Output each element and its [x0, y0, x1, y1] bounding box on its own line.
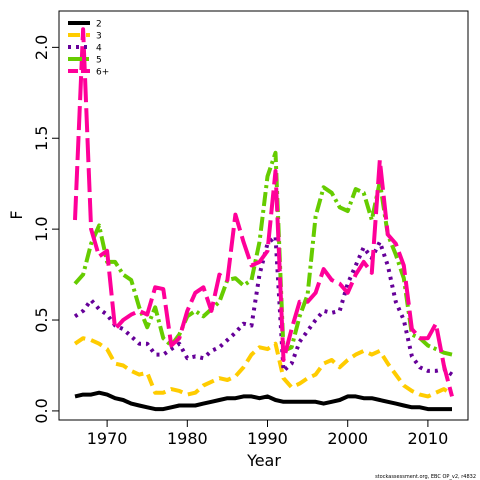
- x-tick-label: 1970: [87, 429, 128, 448]
- x-tick-label: 1980: [167, 429, 208, 448]
- x-tick-label: 2010: [408, 429, 449, 448]
- y-axis-title: F: [7, 210, 26, 219]
- y-tick-label: 1.0: [32, 216, 51, 241]
- legend: 2 3 4 5 6+: [68, 20, 109, 78]
- legend-label: 4: [96, 44, 102, 54]
- x-tick-label: 1990: [247, 429, 288, 448]
- plot-frame: [58, 10, 469, 421]
- legend-label: 6+: [96, 68, 109, 78]
- y-tick-label: 0.5: [32, 307, 51, 332]
- legend-label: 5: [96, 56, 102, 66]
- series-line-5: [73, 150, 453, 357]
- footer-credit: stockassessment.org, EBC OP_v2, r4832: [375, 474, 476, 480]
- lines-layer: [73, 27, 454, 412]
- legend-label: 3: [96, 32, 102, 42]
- series-line-2: [74, 390, 452, 412]
- x-axis-title: Year: [246, 451, 281, 470]
- series-line-3: [73, 336, 454, 399]
- x-tick-label: 2000: [327, 429, 368, 448]
- ticks-layer: 1970 1980 1990 2000 2010 0.0 0.5 1.0 1.5 2.0: [32, 35, 448, 448]
- y-tick-label: 0.0: [32, 398, 51, 423]
- y-tick-label: 2.0: [32, 35, 51, 60]
- legend-label: 2: [96, 20, 102, 30]
- y-tick-label: 1.5: [32, 126, 51, 151]
- series-line-4: [73, 234, 454, 377]
- series-line-6plus: [73, 27, 454, 397]
